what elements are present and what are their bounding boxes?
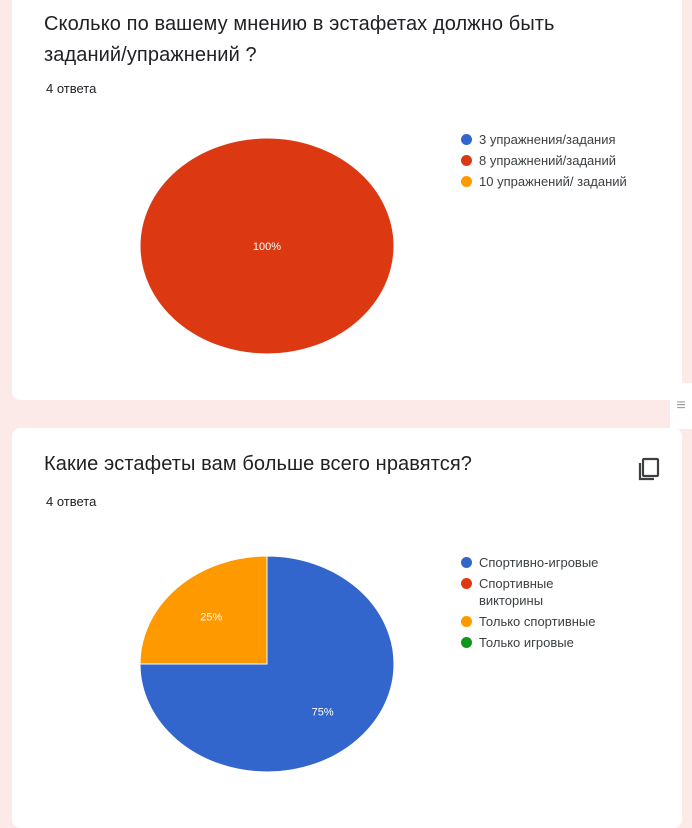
legend-item[interactable]: 8 упражнений/заданий xyxy=(459,152,679,169)
legend-dot-icon xyxy=(461,176,472,187)
legend-item[interactable]: 10 упражнений/ заданий xyxy=(459,173,629,190)
legend-item[interactable]: Спортивные викторины xyxy=(459,575,609,609)
legend-label: 10 упражнений/ заданий xyxy=(479,174,627,189)
legend-item[interactable]: Спортивно-игровые xyxy=(459,554,679,571)
pie-slice-label: 100% xyxy=(253,241,281,253)
chart-legend: 3 упражнения/задания 8 упражнений/задани… xyxy=(459,131,679,194)
pie-chart: 100% xyxy=(139,137,395,355)
legend-label: Спортивно-игровые xyxy=(479,555,599,570)
copy-icon xyxy=(638,457,660,481)
legend-label: 3 упражнения/задания xyxy=(479,132,616,147)
pie-slice[interactable] xyxy=(139,555,395,773)
legend-dot-icon xyxy=(461,557,472,568)
legend-dot-icon xyxy=(461,134,472,145)
pie-slice[interactable] xyxy=(139,137,395,355)
answers-count: 4 ответа xyxy=(46,494,97,509)
legend-label: 8 упражнений/заданий xyxy=(479,153,616,168)
legend-dot-icon xyxy=(461,155,472,166)
legend-dot-icon xyxy=(461,578,472,589)
legend-label: Спортивные викторины xyxy=(479,576,554,608)
question-card-2: Какие эстафеты вам больше всего нравятся… xyxy=(12,428,682,828)
legend-dot-icon xyxy=(461,616,472,627)
answers-count: 4 ответа xyxy=(46,81,97,96)
legend-item[interactable]: Только игровые xyxy=(459,634,679,651)
pie-slice-label: 75% xyxy=(312,706,334,718)
pie-chart: 75% 25% xyxy=(139,555,395,773)
legend-dot-icon xyxy=(461,637,472,648)
chart-legend: Спортивно-игровые Спортивные викторины Т… xyxy=(459,554,679,655)
legend-label: Только спортивные xyxy=(479,614,596,629)
pie-slice-label: 25% xyxy=(200,612,222,624)
question-card-1: Сколько по вашему мнению в эстафетах дол… xyxy=(12,0,682,400)
legend-item[interactable]: Только спортивные xyxy=(459,613,679,630)
legend-item[interactable]: 3 упражнения/задания xyxy=(459,131,679,148)
legend-label: Только игровые xyxy=(479,635,574,650)
copy-chart-button[interactable] xyxy=(636,456,662,482)
pie-slice[interactable] xyxy=(139,555,268,665)
question-title: Сколько по вашему мнению в эстафетах дол… xyxy=(44,13,555,66)
question-title: Какие эстафеты вам больше всего нравятся… xyxy=(44,453,472,475)
drag-handle-icon[interactable]: ≡ xyxy=(670,383,692,429)
